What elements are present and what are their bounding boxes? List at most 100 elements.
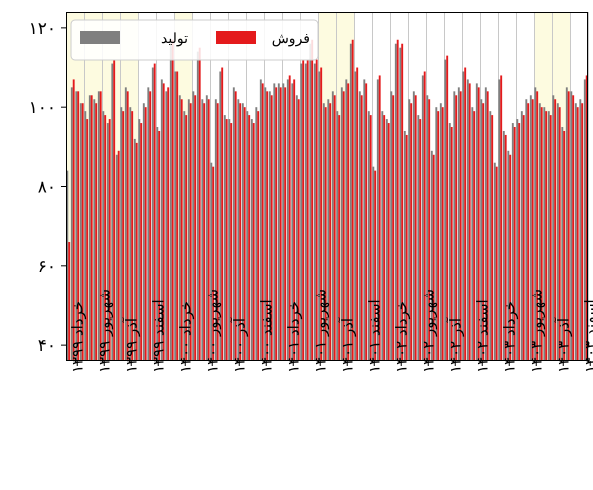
bar xyxy=(419,119,422,361)
bar xyxy=(563,130,566,361)
bar xyxy=(522,115,525,361)
bar xyxy=(331,91,334,361)
bar xyxy=(498,79,501,362)
bar xyxy=(466,79,469,362)
bar xyxy=(156,127,159,361)
bar xyxy=(135,142,138,362)
bar xyxy=(147,87,150,361)
bar xyxy=(437,111,440,362)
bar xyxy=(579,99,582,361)
bar xyxy=(381,111,384,362)
bar xyxy=(228,119,231,361)
bar xyxy=(464,67,467,362)
bar xyxy=(369,115,372,361)
bar xyxy=(129,107,132,362)
x-tick-label: شهریور ۱۴۰۱ xyxy=(311,289,329,373)
bar xyxy=(178,95,181,361)
bar xyxy=(104,115,107,361)
bar xyxy=(459,91,462,361)
x-tick-label: اسفند ۱۴۰۰ xyxy=(257,299,275,373)
bar xyxy=(261,83,264,361)
bar xyxy=(93,99,96,361)
bar xyxy=(554,99,557,361)
bar xyxy=(79,103,82,361)
bar xyxy=(410,103,413,361)
bar xyxy=(387,123,390,361)
bar xyxy=(277,83,280,361)
bar xyxy=(439,103,442,361)
y-axis: ۴۰ ۶۰ ۸۰ ۱۰۰ ۱۲۰ xyxy=(29,19,66,356)
bar xyxy=(66,170,69,361)
bar xyxy=(567,91,570,361)
bar xyxy=(216,103,219,361)
bar xyxy=(192,91,195,361)
bar xyxy=(390,91,393,361)
bar xyxy=(84,111,87,362)
bar xyxy=(378,75,381,361)
series-sales xyxy=(68,39,588,362)
bar xyxy=(72,79,75,362)
bar xyxy=(408,99,411,361)
bar xyxy=(165,91,168,361)
bar xyxy=(365,83,368,361)
bar xyxy=(394,43,397,361)
bar xyxy=(257,111,260,362)
bar xyxy=(412,91,415,361)
bar xyxy=(529,95,532,361)
bar xyxy=(444,59,447,362)
bar xyxy=(198,47,201,361)
bar xyxy=(525,99,528,361)
bar xyxy=(493,162,496,361)
y-tick-label: ۴۰ xyxy=(38,336,56,356)
bar xyxy=(432,154,435,361)
legend-box xyxy=(70,19,319,61)
legend-label-sales: فروش xyxy=(272,31,310,47)
bar xyxy=(338,115,341,361)
bar xyxy=(149,91,152,361)
bar xyxy=(549,115,552,361)
bar xyxy=(414,95,417,361)
x-tick-label: شهریور ۱۴۰۳ xyxy=(527,289,545,373)
bar xyxy=(471,107,474,362)
bar xyxy=(363,79,366,362)
bar xyxy=(234,91,237,361)
bar xyxy=(426,95,429,361)
bar xyxy=(122,111,125,362)
x-tick-label: آذر ۱۴۰۳ xyxy=(554,317,572,373)
bar xyxy=(259,79,262,362)
y-tick-label: ۱۲۰ xyxy=(29,19,56,39)
x-tick-label: اسفند ۱۴۰۱ xyxy=(365,299,383,373)
bar xyxy=(111,63,114,362)
bar xyxy=(448,123,451,361)
bar xyxy=(97,91,100,361)
bar xyxy=(174,71,177,362)
bar xyxy=(241,103,244,361)
bar xyxy=(489,111,492,362)
bar xyxy=(576,107,579,362)
bar xyxy=(556,103,559,361)
bar xyxy=(106,123,109,361)
bar xyxy=(574,103,577,361)
bar xyxy=(205,95,208,361)
bar xyxy=(266,91,269,361)
bar xyxy=(351,39,354,361)
bar xyxy=(340,87,343,361)
bar xyxy=(385,119,388,361)
bar xyxy=(401,43,404,361)
bar xyxy=(396,39,399,361)
bar xyxy=(273,83,276,361)
x-tick-label: شهریور ۱۴۰۰ xyxy=(203,289,221,373)
bar xyxy=(403,130,406,361)
bar xyxy=(176,71,179,362)
bar xyxy=(230,123,233,361)
x-tick-label: شهریور ۱۳۹۹ xyxy=(95,289,113,373)
bar xyxy=(167,87,170,361)
bar xyxy=(201,99,204,361)
bar xyxy=(225,119,228,361)
bar xyxy=(86,119,89,361)
bar xyxy=(538,103,541,361)
bar xyxy=(189,103,192,361)
bar xyxy=(536,91,539,361)
